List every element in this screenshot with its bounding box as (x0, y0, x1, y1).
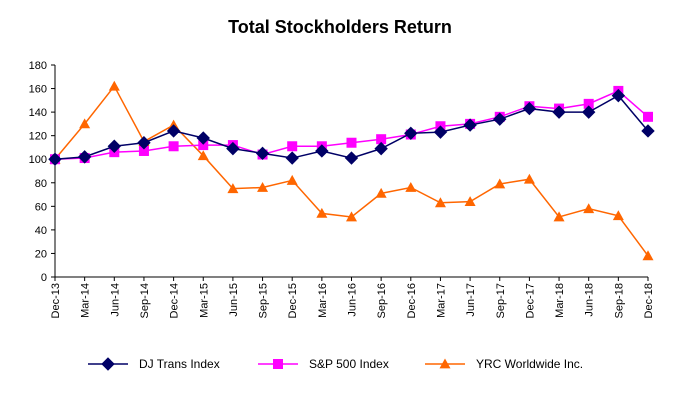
x-tick-label: Jun-14 (109, 283, 121, 317)
data-point (227, 183, 239, 194)
legend-label: YRC Worldwide Inc. (476, 357, 583, 371)
x-tick-label: Sep-18 (613, 283, 625, 318)
legend-label: DJ Trans Index (139, 357, 220, 371)
y-tick-label: 20 (35, 248, 47, 260)
data-point (344, 151, 359, 165)
x-tick-label: Mar-15 (198, 283, 210, 318)
data-point (583, 98, 594, 109)
data-point (376, 134, 387, 145)
data-point (374, 141, 388, 156)
x-tick-label: Sep-15 (258, 283, 270, 318)
data-point (522, 101, 537, 116)
data-point (346, 211, 357, 222)
x-tick-label: Jun-15 (228, 283, 240, 317)
x-tick-label: Jun-16 (347, 283, 359, 317)
y-tick-label: 140 (29, 107, 47, 119)
x-tick-label: Dec-14 (169, 283, 181, 318)
x-tick-label: Sep-14 (139, 283, 151, 318)
legend-marker (439, 358, 451, 369)
data-point (433, 125, 448, 139)
data-point (463, 118, 477, 132)
y-tick-label: 0 (41, 272, 47, 284)
data-point (107, 139, 122, 153)
legend-item: DJ Trans Index (88, 357, 220, 371)
legend-item: S&P 500 Index (258, 357, 389, 371)
x-tick-label: Dec-18 (643, 283, 655, 318)
data-point (166, 124, 181, 138)
data-point (108, 80, 120, 91)
data-point (493, 112, 507, 126)
y-tick-label: 80 (35, 178, 47, 190)
y-tick-label: 40 (35, 225, 47, 237)
data-point (404, 126, 418, 141)
data-point (552, 105, 566, 119)
data-point (581, 105, 596, 119)
series-dj-trans-index (48, 88, 655, 166)
data-point (583, 203, 595, 214)
y-tick-label: 160 (29, 84, 47, 96)
data-point (285, 151, 299, 165)
data-point (553, 211, 565, 222)
legend-item: YRC Worldwide Inc. (425, 357, 583, 371)
data-point (523, 173, 535, 184)
data-point (346, 137, 357, 148)
data-point (641, 124, 655, 138)
x-tick-label: Dec-16 (406, 283, 418, 318)
data-point (197, 150, 209, 161)
x-tick-label: Mar-17 (435, 283, 447, 318)
legend-marker (101, 357, 115, 371)
x-tick-label: Dec-13 (50, 283, 62, 318)
chart-title: Total Stockholders Return (228, 17, 452, 37)
data-point (315, 144, 329, 158)
data-point (257, 181, 269, 192)
x-tick-label: Dec-17 (524, 283, 536, 318)
data-point (196, 131, 210, 145)
legend-label: S&P 500 Index (309, 357, 389, 371)
y-tick-label: 180 (29, 60, 47, 72)
x-tick-label: Mar-18 (554, 283, 566, 318)
data-point (611, 88, 626, 103)
data-point (168, 141, 179, 152)
data-point (464, 196, 476, 207)
data-point (255, 146, 270, 161)
series-group (48, 80, 655, 261)
x-tick-label: Sep-17 (495, 283, 507, 318)
data-point (198, 140, 209, 151)
data-point (642, 250, 654, 261)
y-tick-label: 60 (35, 201, 47, 213)
data-point (226, 141, 240, 156)
axes-group: 0 20 40 60 80 100 120 140 160 180 Dec-13 Mar-14 Jun-… (29, 60, 655, 318)
data-point (405, 181, 417, 192)
data-point (286, 174, 298, 185)
data-point (494, 178, 506, 189)
x-tick-label: Mar-16 (317, 283, 329, 318)
y-tick-label: 100 (29, 154, 47, 166)
y-tick-label: 120 (29, 131, 47, 143)
data-point (434, 197, 446, 208)
data-point (138, 145, 149, 156)
x-tick-label: Jun-18 (584, 283, 596, 317)
legend-marker (273, 359, 283, 369)
x-tick-label: Mar-14 (80, 283, 92, 318)
x-tick-label: Dec-15 (287, 283, 299, 318)
x-tick-label: Sep-16 (376, 283, 388, 318)
x-tick-label: Jun-17 (465, 283, 477, 317)
data-point (77, 150, 92, 164)
data-point (287, 141, 298, 152)
data-point (643, 111, 653, 122)
data-point (48, 152, 62, 166)
data-point (375, 187, 387, 198)
data-point (137, 136, 151, 150)
legend: DJ Trans Index S&P 500 Index YRC Worldwide… (88, 357, 583, 371)
data-point (612, 210, 624, 221)
data-point (79, 118, 91, 129)
data-point (316, 207, 328, 218)
